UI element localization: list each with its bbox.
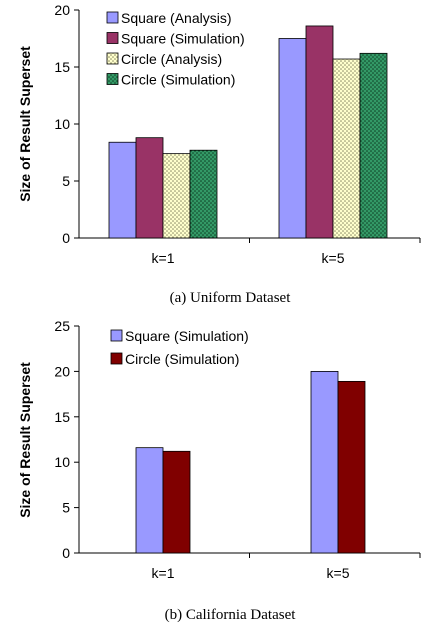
bar-circle-simulation-k1: [189, 149, 218, 239]
chart-a-y-axis-label: Size of Result Superset: [17, 46, 33, 202]
legend-swatch: [106, 52, 119, 65]
bar-square-analysis-k1: [108, 141, 137, 239]
y-tick-label: 15: [54, 59, 70, 75]
chart-b-bars: [135, 370, 366, 554]
chart-b-caption: (b) California Dataset: [165, 607, 297, 623]
y-tick-label: 15: [54, 409, 70, 425]
bar-circle-analysis-k1: [162, 153, 191, 239]
x-tick-label: k=1: [152, 565, 175, 581]
bar-circle-simulation-k5: [359, 52, 388, 239]
bar-square-simulation-k1: [135, 137, 164, 239]
legend-swatch: [106, 73, 119, 85]
chart-b-y-axis-label: Size of Result Superset: [17, 362, 33, 518]
y-tick-label: 5: [62, 173, 70, 189]
y-tick-label: 10: [54, 454, 70, 470]
legend-entry: Circle (Simulation): [121, 72, 235, 88]
legend-entry: Circle (Analysis): [121, 51, 222, 67]
bar-circle-simulation-k1: [162, 450, 191, 554]
x-tick-label: k=5: [322, 250, 345, 266]
legend-swatch: [106, 11, 119, 24]
chart-b-y-tick-labels: 0 5 10 15 20 25: [54, 318, 70, 561]
chart-b-x-tick-labels: k=1 k=5: [152, 565, 350, 581]
legend-swatch: [110, 352, 123, 365]
y-tick-label: 10: [54, 116, 70, 132]
y-tick-label: 20: [54, 2, 70, 18]
legend-swatch: [110, 329, 123, 342]
chart-a-y-tick-labels: 0 5 10 15 20: [54, 2, 70, 246]
bar-square-simulation-k5: [310, 370, 339, 554]
x-tick-label: k=5: [327, 565, 350, 581]
legend-entry: Circle (Simulation): [125, 351, 239, 367]
legend-entry: Square (Analysis): [121, 10, 232, 26]
legend-swatch: [106, 32, 119, 44]
y-tick-label: 5: [62, 500, 70, 516]
y-tick-label: 25: [54, 318, 70, 334]
bar-square-simulation-k5: [305, 25, 334, 239]
x-tick-label: k=1: [152, 250, 175, 266]
bar-circle-simulation-k5: [337, 380, 366, 554]
chart-a-bars: [108, 25, 388, 239]
bar-square-simulation-k1: [135, 447, 164, 554]
chart-a-caption: (a) Uniform Dataset: [170, 290, 292, 306]
chart-a-x-tick-labels: k=1 k=5: [152, 250, 345, 266]
y-tick-label: 20: [54, 363, 70, 379]
legend-entry: Square (Simulation): [125, 328, 249, 344]
y-tick-label: 0: [62, 545, 70, 561]
chart-b-legend: Square (Simulation) Circle (Simulation): [110, 328, 249, 367]
bar-circle-analysis-k5: [332, 58, 361, 239]
y-tick-label: 0: [62, 230, 70, 246]
chart-a-legend: Square (Analysis) Square (Simulation) Circ…: [106, 10, 245, 88]
bar-square-analysis-k5: [278, 38, 307, 239]
legend-entry: Square (Simulation): [121, 31, 245, 47]
chart-california-dataset: 0 5 10 15 20 25 k=1 k=5 Size of Result Superse…: [17, 318, 421, 623]
